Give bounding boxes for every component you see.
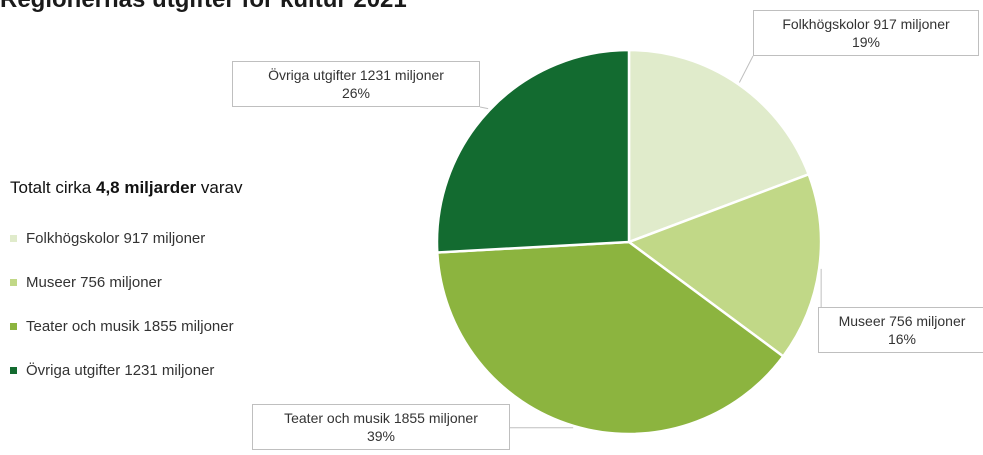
legend-header: Totalt cirka 4,8 miljarder varav: [10, 178, 242, 198]
data-label-percent: 19%: [851, 34, 881, 50]
legend-item-folkhogskolor: Folkhögskolor 917 miljoner: [10, 216, 242, 260]
data-label-percent: 39%: [366, 428, 396, 444]
data-label-folkhogskolor: Folkhögskolor 917 miljoner 19%: [753, 10, 979, 56]
data-label-museer: Museer 756 miljoner 16%: [818, 307, 983, 353]
data-label-percent: 26%: [341, 85, 371, 101]
leader-lines: [479, 55, 822, 429]
pie-slices: [435, 48, 823, 436]
data-label-teater-och-musik: Teater och musik 1855 miljoner 39%: [252, 404, 510, 450]
legend-item-label: Teater och musik 1855 miljoner: [26, 317, 234, 335]
pie-slice-folkh-gskolor: [627, 48, 810, 244]
pie-slice-museer: [627, 173, 823, 358]
data-label-text: Folkhögskolor 917 miljoner: [782, 16, 950, 32]
data-label-text: Övriga utgifter 1231 miljoner: [268, 67, 444, 83]
legend-item-ovriga-utgifter: Övriga utgifter 1231 miljoner: [10, 348, 242, 392]
data-label-ovriga-utgifter: Övriga utgifter 1231 miljoner 26%: [232, 61, 480, 107]
legend-item-label: Museer 756 miljoner: [26, 273, 162, 291]
legend-swatch: [10, 322, 17, 330]
legend-header-total: 4,8 miljarder: [95, 178, 197, 197]
chart-title: Regionernas utgifter för kultur 2021: [0, 0, 407, 14]
legend-header-suffix: varav: [196, 178, 243, 197]
legend-item-teater-och-musik: Teater och musik 1855 miljoner: [10, 304, 242, 348]
leader-line: [479, 106, 489, 110]
legend-swatch: [10, 234, 17, 242]
data-label-percent: 16%: [887, 331, 917, 347]
pie-slice--vriga-utgifter: [435, 48, 631, 254]
data-label-text: Museer 756 miljoner: [838, 313, 966, 329]
legend-item-museer: Museer 756 miljoner: [10, 260, 242, 304]
leader-line: [738, 55, 754, 83]
legend: Totalt cirka 4,8 miljarder varav Folkhög…: [10, 178, 242, 392]
legend-swatch: [10, 278, 17, 286]
legend-item-label: Folkhögskolor 917 miljoner: [26, 229, 206, 247]
pie-slice-teater-och-musik: [436, 240, 785, 436]
data-label-text: Teater och musik 1855 miljoner: [284, 410, 478, 426]
legend-header-prefix: Totalt cirka: [10, 178, 96, 197]
legend-item-label: Övriga utgifter 1231 miljoner: [26, 361, 215, 379]
legend-swatch: [10, 366, 17, 374]
